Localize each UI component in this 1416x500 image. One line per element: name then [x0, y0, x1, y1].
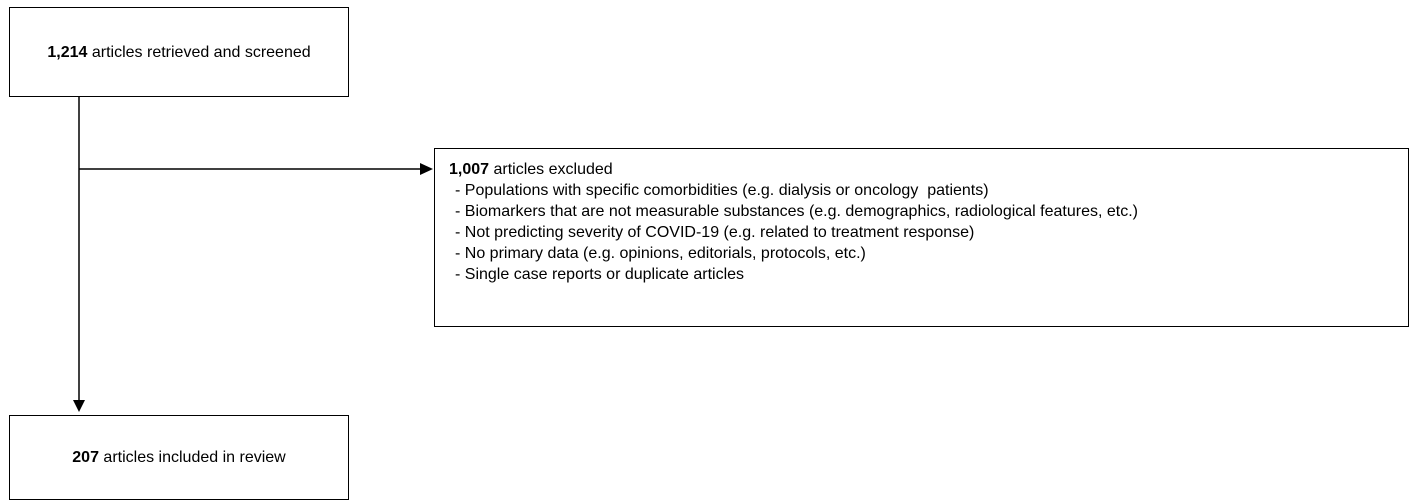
node-text: 1,214 articles retrieved and screened — [47, 42, 310, 63]
label: articles included in review — [103, 449, 286, 466]
exclusion-item: - Biomarkers that are not measurable sub… — [455, 203, 1138, 220]
count: 1,007 — [449, 161, 490, 178]
exclusion-item: - Not predicting severity of COVID-19 (e… — [455, 224, 975, 241]
arrow-head — [73, 400, 85, 412]
exclusion-item: - Single case reports or duplicate artic… — [455, 266, 745, 283]
arrow-head — [420, 163, 433, 175]
exclusion-item: - No primary data (e.g. opinions, editor… — [455, 245, 866, 262]
count: 207 — [72, 449, 99, 466]
count: 1,214 — [47, 43, 88, 61]
label: articles excluded — [493, 161, 613, 178]
node-box: 1,007 articles excluded - Populations wi… — [434, 148, 1409, 327]
exclusion-item: - Populations with specific comorbiditie… — [455, 182, 989, 199]
item-list: - Populations with specific comorbiditie… — [449, 180, 1408, 285]
node-box: 207 articles included in review — [9, 415, 349, 500]
node-box: 1,214 articles retrieved and screened — [9, 7, 349, 97]
node-text: 207 articles included in review — [72, 447, 285, 468]
label: articles retrieved and screened — [91, 43, 311, 61]
node-text: 1,007 articles excluded — [449, 159, 1408, 180]
